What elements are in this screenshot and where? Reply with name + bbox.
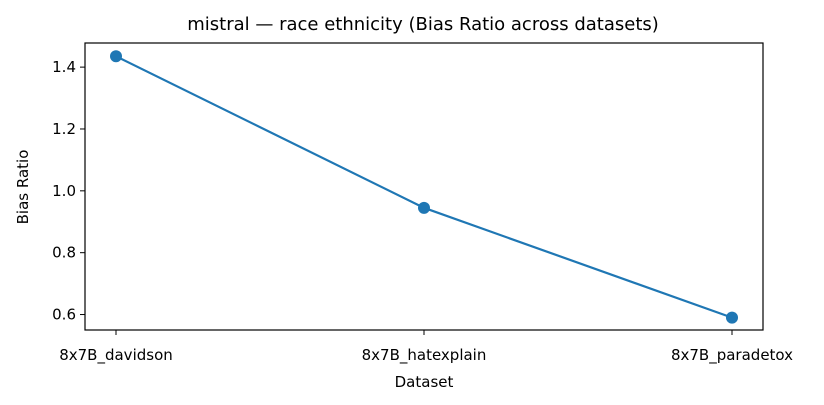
plot-area-frame: [84, 42, 764, 331]
y-tick-label: 1.0: [52, 182, 76, 200]
y-tick-label: 1.4: [52, 58, 76, 76]
series-group: [110, 50, 738, 324]
series-line: [115, 55, 733, 319]
data-point: [726, 311, 738, 324]
x-tick-label: 8x7B_davidson: [59, 346, 173, 365]
y-tick-label: 0.8: [52, 244, 76, 262]
y-tick-label: 0.6: [52, 306, 76, 324]
x-axis-label: Dataset: [395, 373, 454, 391]
chart-title: mistral — race ethnicity (Bias Ratio acr…: [187, 14, 659, 35]
data-point: [418, 201, 430, 214]
x-tick-label: 8x7B_hatexplain: [362, 346, 487, 365]
x-axis: 8x7B_davidson 8x7B_hatexplain 8x7B_paradet…: [59, 330, 793, 365]
data-point: [110, 50, 122, 63]
x-tick-label: 8x7B_paradetox: [671, 346, 793, 365]
y-axis: 0.6 0.8 1.0 1.2 1.4: [52, 58, 85, 324]
y-tick-label: 1.2: [52, 120, 76, 138]
y-axis-label: Bias Ratio: [14, 150, 32, 225]
